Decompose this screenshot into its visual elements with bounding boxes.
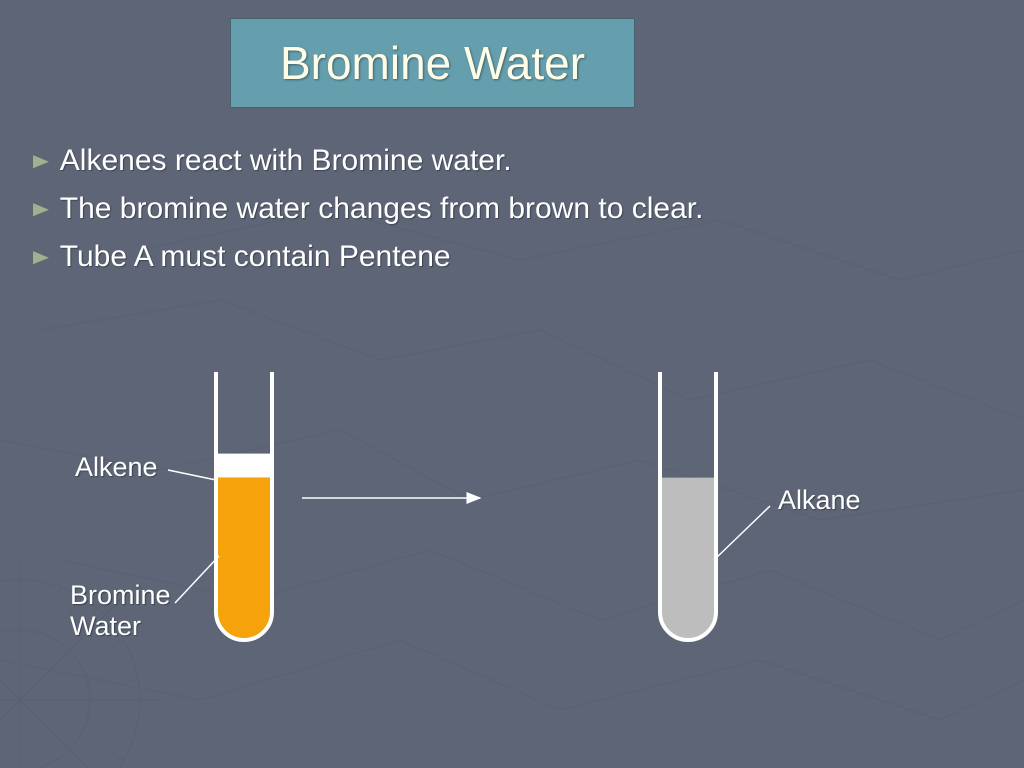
diagram xyxy=(0,0,1024,768)
test-tube-right xyxy=(660,372,716,640)
slide: Bromine Water ►Alkenes react with Bromin… xyxy=(0,0,1024,768)
test-tube-left xyxy=(216,372,272,640)
